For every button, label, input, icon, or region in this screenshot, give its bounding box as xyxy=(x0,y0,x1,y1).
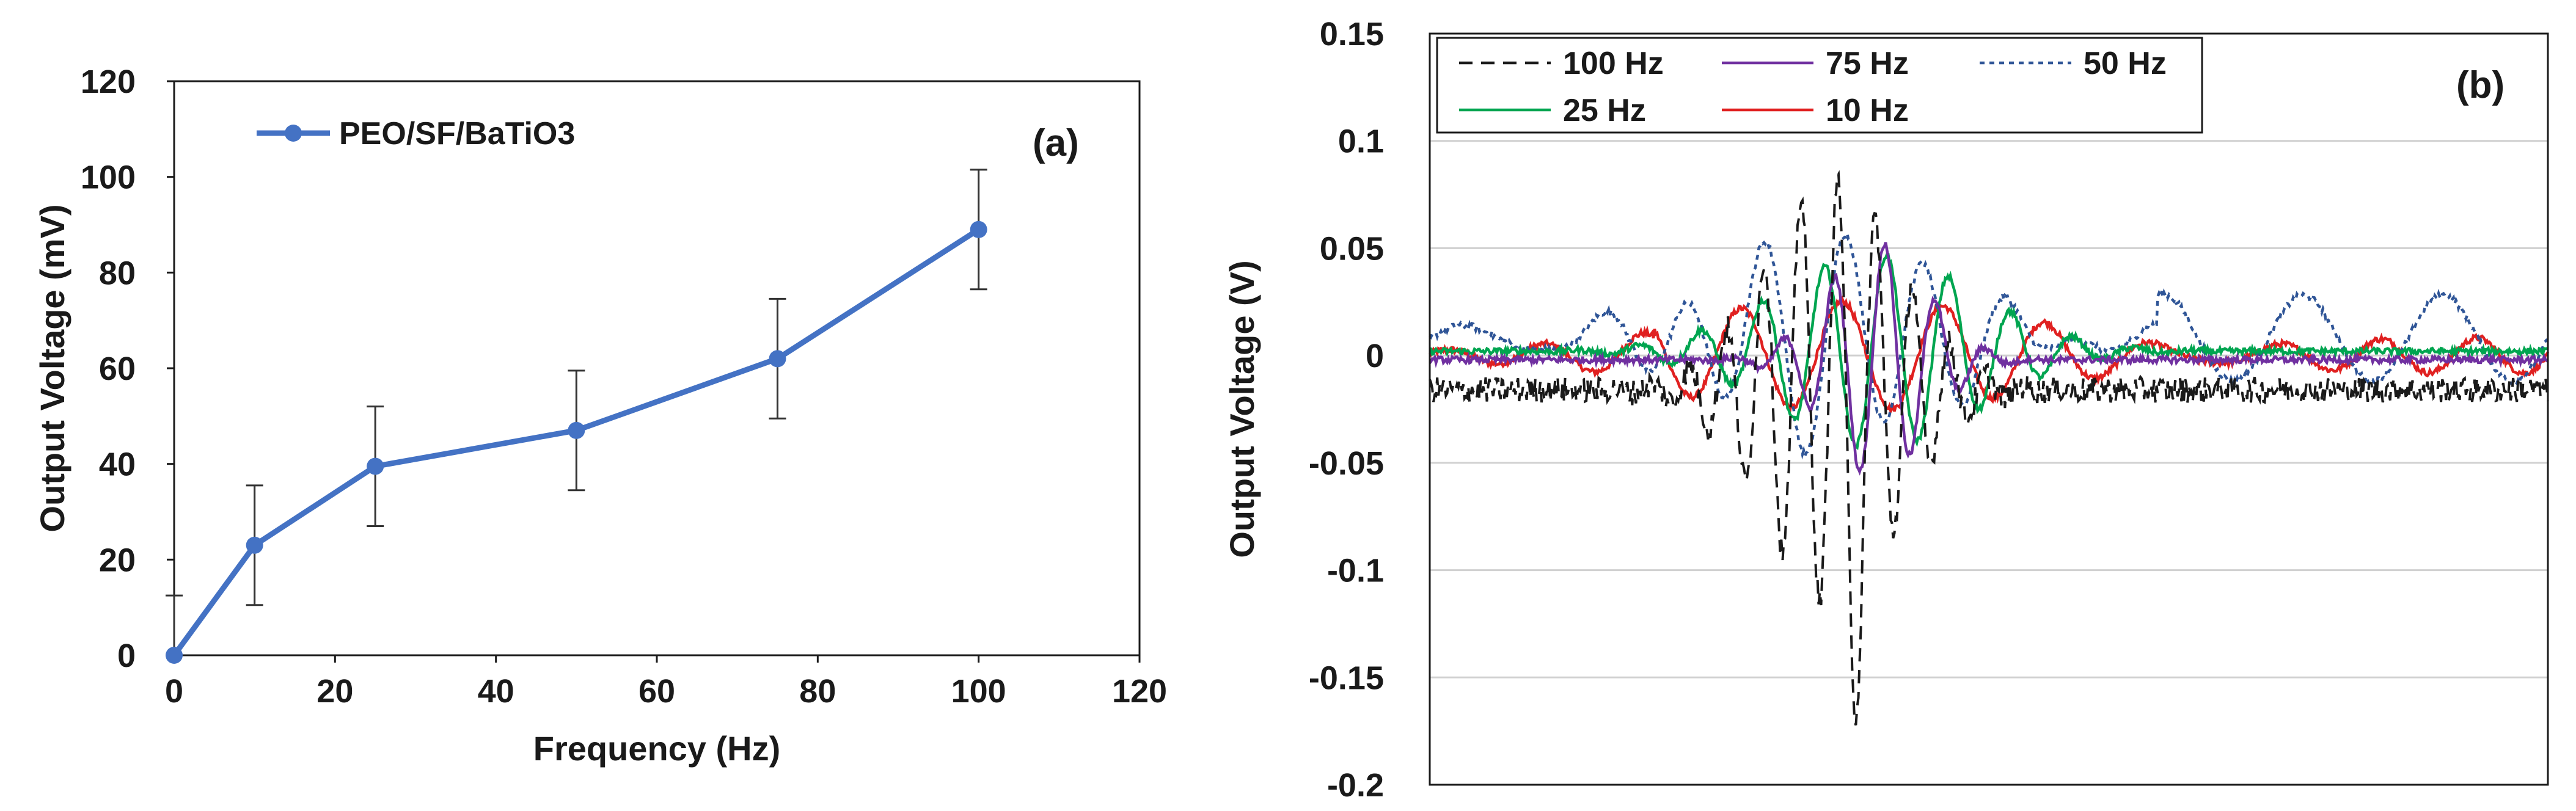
panel-a-x-tick-label: 100 xyxy=(951,673,1006,710)
panel-a-y-axis-title: Output Voltage (mV) xyxy=(33,204,71,532)
panel-b-series xyxy=(1429,170,2550,726)
panel-b-y-tick-label: 0.1 xyxy=(1338,123,1384,160)
panel-a-y-tick-label: 0 xyxy=(117,638,136,674)
panel-b-series-line-100-hz xyxy=(1429,170,2549,726)
panel-b-label: (b) xyxy=(2456,64,2505,106)
panel-a-x-tick-label: 40 xyxy=(478,673,514,710)
panel-b-legend: 100 Hz 75 Hz 50 Hz 25 Hz 10 Hz xyxy=(1436,37,2203,134)
panel-a-y-tick-label: 100 xyxy=(81,159,136,196)
panel-a-x-tick-labels: 0 20 40 60 80 100 120 xyxy=(165,673,1167,710)
panel-b-plot-area xyxy=(1429,32,2549,786)
panel-a-x-axis-title: Frequency (Hz) xyxy=(533,729,781,768)
panel-b-legend-items: 100 Hz 75 Hz 50 Hz 25 Hz 10 Hz xyxy=(1459,46,2167,128)
panel-b-legend-box xyxy=(1436,37,2203,134)
panel-a-y-tick-label: 40 xyxy=(99,446,136,483)
panel-a-series-line xyxy=(172,227,981,657)
panel-b-y-axis-title: Output Voltage (V) xyxy=(1223,260,1261,558)
panel-a-data-point xyxy=(970,220,987,238)
panel-b-legend-label: 100 Hz xyxy=(1563,46,1664,81)
panel-a-axes xyxy=(167,80,1141,663)
panel-a-data-point xyxy=(166,647,183,664)
panel-a-legend: PEO/SF/BaTiO3 xyxy=(257,116,575,151)
panel-a-y-tick-label: 80 xyxy=(99,255,136,291)
panel-a-data-point xyxy=(367,457,384,475)
panel-a-data-point xyxy=(568,421,585,439)
panel-a: 0 20 40 60 80 100 120 0 20 40 60 80 100 120 Frequenc… xyxy=(33,64,1167,768)
panel-b-legend-label: 10 Hz xyxy=(1826,93,1909,128)
panel-a-data-point xyxy=(769,350,786,368)
panel-b-gridlines xyxy=(1430,32,2548,786)
panel-a-y-tick-label: 20 xyxy=(99,542,136,578)
panel-b-y-tick-labels: 0.15 0.1 0.05 0 -0.05 -0.1 -0.15 -0.2 xyxy=(1309,16,1384,804)
panel-a-y-tick-labels: 0 20 40 60 80 100 120 xyxy=(81,64,136,674)
panel-a-plot-area xyxy=(173,80,1141,656)
panel-a-y-tick-label: 60 xyxy=(99,351,136,387)
panel-a-x-tick-label: 0 xyxy=(165,673,183,710)
panel-b-y-tick-label: 0.05 xyxy=(1320,230,1384,267)
panel-b-y-tick-label: -0.2 xyxy=(1327,767,1384,804)
panel-a-x-tick-label: 60 xyxy=(639,673,675,710)
panel-b-y-tick-label: -0.05 xyxy=(1309,445,1384,482)
panel-b: 0.15 0.1 0.05 0 -0.05 -0.1 -0.15 -0.2 Output Vo… xyxy=(1223,16,2550,804)
panel-b-series-line-50-hz xyxy=(1429,228,2548,461)
panel-a-data-points xyxy=(166,220,987,664)
panel-b-legend-label: 75 Hz xyxy=(1826,46,1909,81)
panel-b-y-tick-label: -0.15 xyxy=(1309,660,1384,696)
panel-a-x-tick-label: 120 xyxy=(1112,673,1167,710)
panel-a-y-tick-label: 120 xyxy=(81,64,136,100)
panel-b-legend-label: 50 Hz xyxy=(2084,46,2167,81)
panel-a-label: (a) xyxy=(1033,122,1079,164)
panel-a-x-tick-label: 80 xyxy=(799,673,836,710)
panel-b-y-tick-label: -0.1 xyxy=(1327,553,1384,589)
panel-a-x-tick-label: 20 xyxy=(317,673,353,710)
panel-b-y-tick-label: 0 xyxy=(1366,338,1384,374)
panel-a-error-bars xyxy=(166,169,987,655)
panel-b-series-line-75-hz xyxy=(1429,242,2549,476)
panel-a-legend-label: PEO/SF/BaTiO3 xyxy=(339,116,575,151)
panel-b-y-tick-label: 0.15 xyxy=(1320,16,1384,53)
panel-b-legend-label: 25 Hz xyxy=(1563,93,1646,128)
panel-a-legend-swatch-marker xyxy=(285,125,302,142)
panel-a-data-point xyxy=(246,536,263,554)
